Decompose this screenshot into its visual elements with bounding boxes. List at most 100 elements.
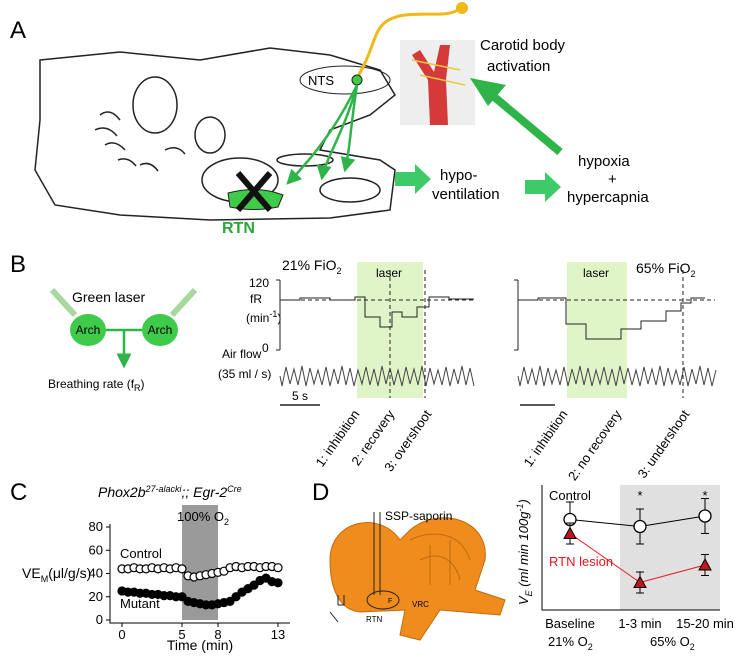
significance: * — [702, 488, 707, 503]
condition-band — [620, 485, 720, 610]
hypo-label: hypo- — [440, 167, 478, 184]
phase-label: 2: no recovery — [565, 407, 625, 483]
fr-label: fR — [250, 292, 262, 306]
carotid-artery — [412, 45, 450, 125]
brainstem-drawing — [34, 47, 396, 221]
arch-label: Arch — [148, 323, 173, 337]
phase-labels: 1: inhibition 2: recovery 3: overshoot 1… — [312, 407, 692, 483]
airflow-wave — [279, 365, 475, 387]
text-part: ) — [516, 499, 531, 505]
carotid-nerve — [411, 59, 466, 86]
y-tick-label: 60 — [89, 542, 103, 557]
projection — [286, 84, 359, 185]
trace-axes — [276, 270, 715, 406]
axis — [109, 524, 290, 624]
chart-title: Phox2b27-alacki;; Egr-2Cre — [98, 484, 242, 500]
fio2-label: 21% FiO2 — [282, 257, 341, 276]
data-point — [633, 575, 647, 588]
x-tick-label: 15-20 min — [676, 616, 734, 631]
panel-label: D — [312, 479, 329, 506]
band-label: 100% O2 — [177, 509, 229, 527]
data-point — [633, 519, 647, 534]
tick-label: 120 — [249, 276, 269, 290]
text-part: 65% O — [650, 634, 690, 649]
nerve — [355, 6, 462, 79]
fio2-label: 65% FiO2 — [636, 260, 695, 279]
fr-unit: (min-1) — [246, 309, 281, 325]
condition-label: 65% O2 — [650, 634, 695, 652]
text-part: E — [524, 589, 534, 596]
series-label: Control — [120, 546, 162, 561]
x-tick-label: 13 — [271, 627, 285, 642]
x-tick-label: 8 — [214, 627, 221, 642]
y-axis-label: VE (ml min 100g-1) — [515, 499, 534, 605]
nerve-end — [456, 2, 468, 14]
data-point — [177, 564, 187, 574]
x-axis-label: Time (min) — [167, 637, 233, 653]
plus-label: + — [608, 171, 617, 188]
panel-label: C — [10, 479, 27, 506]
lesion-cross — [235, 171, 273, 212]
text-part: -1 — [515, 504, 525, 512]
text-part: Phox2b — [98, 484, 146, 500]
laser-label: laser — [583, 266, 609, 280]
series-label: Control — [549, 488, 591, 503]
hypoxia-label: hypoxia — [578, 153, 630, 170]
activation-label: activation — [487, 58, 550, 75]
arch-label: Arch — [76, 323, 101, 337]
carotid-label: Carotid body — [480, 37, 566, 54]
laser-title: Green laser — [72, 289, 145, 305]
phase-label: 3: undershoot — [635, 407, 693, 481]
text-part: 27-alacki — [144, 484, 182, 494]
scale-label: 5 s — [292, 389, 308, 403]
condition-label: 21% O2 — [548, 634, 593, 652]
panel-label: B — [10, 251, 26, 278]
laser-band — [567, 262, 627, 398]
brain-drawing — [329, 517, 506, 641]
laser-label: laser — [376, 266, 402, 280]
phase-label: 1: inhibition — [520, 407, 570, 469]
laser-beam — [49, 287, 198, 318]
data-point — [177, 592, 187, 602]
nts-label: NTS — [308, 73, 334, 88]
axis — [541, 485, 720, 611]
text-part: (μl/g/s) — [48, 565, 91, 581]
airflow-label: Air flow — [222, 347, 262, 361]
x-tick-label: 0 — [118, 627, 125, 642]
big-arrow — [470, 78, 563, 156]
airflow-trace — [279, 365, 717, 387]
rtn-label: RTN — [366, 615, 383, 624]
nts-outline — [299, 65, 391, 95]
airflow-unit: (35 ml / s) — [218, 367, 271, 381]
rtn-label: RTN — [222, 220, 255, 237]
text-part: (ml min 100g — [516, 511, 531, 591]
data-point — [273, 563, 283, 573]
panel-label: A — [10, 17, 26, 44]
x-tick-label: 5 — [178, 627, 185, 642]
data-point — [563, 526, 577, 539]
breathing-label: Breathing rate (fR) — [48, 377, 145, 393]
text-part: M — [41, 574, 49, 584]
tick-label: 0 — [262, 341, 269, 355]
f-label: F — [388, 598, 392, 605]
electrode — [329, 595, 345, 623]
rtn-outline — [366, 590, 400, 610]
data-point — [249, 580, 259, 590]
y-tick-label: 80 — [89, 519, 103, 534]
ssp-label: SSP-saporin — [385, 509, 452, 523]
data-point — [225, 596, 235, 607]
series-label: Mutant — [120, 596, 160, 611]
arrow-block — [395, 164, 431, 194]
y-tick-label: 40 — [89, 566, 103, 581]
data-point — [231, 592, 241, 602]
x-tick-label: 1-3 min — [618, 616, 661, 631]
text-part: Cre — [227, 484, 242, 494]
text-part: 2 — [588, 642, 593, 652]
hypercapnia-label: hypercapnia — [567, 189, 649, 206]
text-part: 21% O — [548, 634, 588, 649]
y-axis-label: VEM(μl/g/s) — [22, 565, 91, 584]
y-tick-label: 20 — [89, 589, 103, 604]
data-point — [698, 557, 712, 571]
text-part: ;; Egr-2 — [182, 484, 228, 500]
